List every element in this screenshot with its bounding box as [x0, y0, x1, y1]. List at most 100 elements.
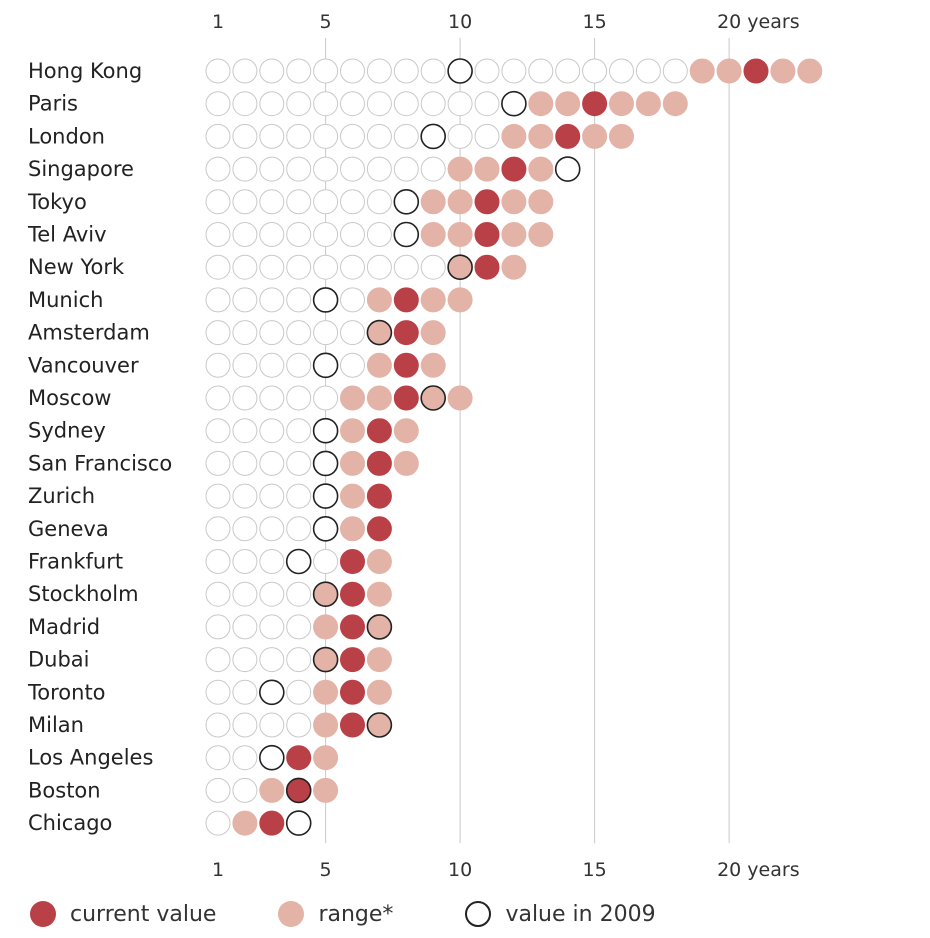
city-label: London	[28, 124, 105, 148]
empty-dot	[205, 418, 231, 444]
empty-dot	[205, 287, 231, 313]
empty-dot	[340, 352, 365, 378]
range-dot	[501, 189, 527, 215]
empty-dot	[313, 123, 339, 149]
empty-dot	[366, 58, 392, 84]
empty-dot	[205, 385, 231, 411]
empty-dot	[393, 123, 419, 149]
empty-dot	[420, 91, 446, 117]
empty-dot	[205, 581, 231, 607]
value-2009-dot	[501, 90, 527, 117]
range-dot	[366, 581, 392, 607]
current-value-dot	[393, 287, 419, 313]
current-value-dot	[286, 745, 312, 771]
range-dot	[366, 549, 392, 574]
range-dot	[582, 123, 608, 149]
empty-dot	[474, 58, 500, 84]
empty-dot	[259, 647, 285, 673]
empty-dot	[232, 614, 258, 640]
empty-dot	[313, 320, 339, 346]
empty-dot	[366, 189, 392, 215]
empty-dot	[366, 222, 392, 247]
empty-dot	[259, 483, 285, 509]
empty-dot	[232, 352, 258, 378]
empty-dot	[635, 58, 661, 84]
empty-dot	[205, 222, 231, 247]
x-tick-label: 15	[583, 859, 607, 881]
empty-dot	[366, 254, 392, 280]
city-label: Boston	[28, 778, 101, 802]
legend-range-label: range*	[318, 901, 394, 927]
current-value-dot	[582, 91, 608, 117]
empty-dot	[232, 647, 258, 673]
x-tick-label: 5	[320, 11, 332, 33]
empty-dot	[205, 450, 231, 476]
empty-dot	[340, 189, 365, 215]
current-value-dot	[393, 352, 419, 378]
range-dot	[232, 810, 258, 836]
empty-dot	[259, 287, 285, 313]
empty-dot	[259, 581, 285, 607]
empty-dot	[205, 123, 231, 149]
empty-dot	[205, 614, 231, 640]
empty-dot	[286, 483, 312, 509]
value-2009-dot	[312, 483, 339, 509]
range-dot	[528, 156, 554, 182]
empty-dot	[232, 483, 258, 509]
empty-dot	[420, 156, 446, 182]
empty-dot	[259, 418, 285, 444]
city-label: Frankfurt	[28, 550, 123, 574]
empty-dot	[259, 91, 285, 117]
range-dot	[474, 156, 500, 182]
empty-dot	[286, 189, 312, 215]
range-dot	[447, 156, 473, 182]
range-dot	[770, 58, 796, 84]
legend-2009-label: value in 2009	[505, 901, 656, 927]
empty-dot	[286, 450, 312, 476]
value-2009-dot	[258, 744, 285, 771]
range-dot	[528, 222, 554, 247]
empty-dot	[259, 320, 285, 346]
empty-dot	[286, 614, 312, 640]
empty-dot	[232, 58, 258, 84]
empty-dot	[474, 91, 500, 117]
empty-dot	[232, 450, 258, 476]
range-dot	[259, 777, 285, 803]
range-dot	[797, 58, 823, 84]
empty-dot	[205, 58, 231, 84]
range-dot	[313, 777, 339, 803]
empty-dot	[205, 745, 231, 771]
value-2009-marker	[447, 254, 473, 281]
value-2009-marker	[366, 319, 393, 346]
range-dot	[447, 287, 473, 313]
current-value-dot	[259, 810, 285, 836]
city-label: Munich	[28, 288, 103, 312]
city-label: Madrid	[28, 615, 100, 639]
range-dot	[366, 352, 392, 378]
empty-dot	[313, 549, 339, 574]
x-tick-label: 5	[320, 859, 332, 881]
city-label: Geneva	[28, 517, 109, 541]
value-2009-dot	[420, 123, 447, 150]
empty-dot	[205, 549, 231, 574]
value-2009-dot	[312, 450, 339, 477]
empty-dot	[286, 516, 312, 542]
empty-dot	[340, 58, 365, 84]
range-dot	[420, 320, 446, 346]
empty-dot	[232, 418, 258, 444]
empty-dot	[232, 320, 258, 346]
x-tick-label: 20 years	[717, 859, 800, 881]
empty-dot	[205, 777, 231, 803]
range-dot	[555, 91, 581, 117]
range-dot	[447, 222, 473, 247]
range-dot	[635, 91, 661, 117]
range-dot	[501, 222, 527, 247]
city-label: Vancouver	[28, 353, 139, 377]
empty-dot	[205, 254, 231, 280]
empty-dot	[205, 679, 231, 705]
city-label: Paris	[28, 92, 78, 116]
range-dot	[366, 647, 392, 673]
empty-dot	[313, 189, 339, 215]
range-dot	[501, 254, 527, 280]
empty-dot	[313, 254, 339, 280]
